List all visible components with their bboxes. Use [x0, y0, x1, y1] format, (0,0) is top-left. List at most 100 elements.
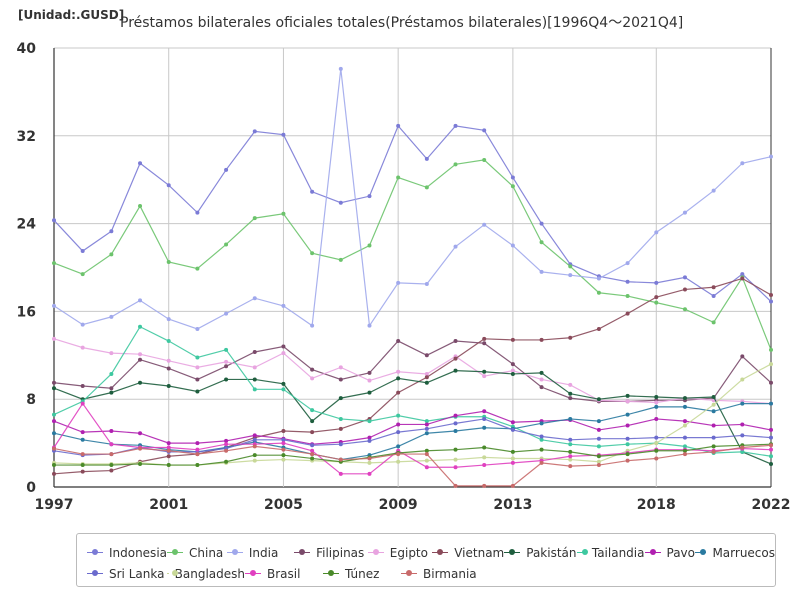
- series-birmania: [52, 443, 773, 488]
- data-point: [539, 447, 544, 452]
- data-point: [195, 389, 200, 394]
- data-point: [654, 448, 659, 453]
- series-line: [53, 325, 772, 457]
- legend-swatch-dot: [328, 569, 334, 576]
- legend-swatch-dot: [437, 548, 444, 555]
- data-point: [654, 456, 659, 461]
- data-point: [281, 381, 286, 386]
- data-point: [224, 311, 229, 316]
- data-point: [453, 413, 458, 418]
- data-point: [482, 455, 487, 460]
- data-point: [396, 369, 401, 374]
- data-point: [52, 412, 56, 417]
- series-line: [53, 338, 772, 405]
- data-point: [711, 285, 716, 290]
- data-point: [654, 416, 659, 421]
- data-point: [769, 380, 773, 385]
- data-point: [682, 452, 687, 457]
- data-point: [482, 222, 487, 227]
- legend-item: India: [226, 546, 294, 560]
- data-point: [252, 365, 257, 370]
- data-point: [568, 391, 573, 396]
- data-point: [109, 314, 114, 319]
- data-point: [52, 446, 56, 451]
- legend-swatch: [323, 569, 339, 576]
- data-point: [596, 436, 601, 441]
- data-point: [424, 452, 429, 457]
- data-point: [625, 458, 630, 463]
- data-point: [166, 366, 171, 371]
- legend-row: Sri Lanka Bangladesh Brasil Túnez Birmania: [87, 563, 775, 584]
- data-point: [682, 448, 687, 453]
- legend-label: Egipto: [389, 545, 428, 560]
- data-point: [424, 281, 429, 286]
- data-point: [424, 458, 429, 463]
- data-point: [109, 390, 114, 395]
- legend-swatch: [644, 548, 661, 555]
- data-point: [740, 276, 745, 281]
- data-point: [396, 452, 401, 457]
- legend-label: Tailandia: [591, 545, 645, 560]
- data-point: [310, 323, 315, 328]
- data-point: [625, 452, 630, 457]
- legend-swatch-dot: [700, 548, 706, 555]
- data-point: [224, 442, 229, 447]
- legend-swatch: [226, 548, 243, 555]
- data-point: [195, 355, 200, 360]
- data-point: [482, 336, 487, 341]
- legend-swatch-dot: [172, 569, 178, 576]
- data-point: [195, 210, 200, 215]
- data-point: [539, 460, 544, 465]
- data-point: [740, 401, 745, 406]
- y-tick-label: 40: [17, 41, 37, 57]
- data-point: [539, 377, 544, 382]
- data-point: [338, 396, 343, 401]
- data-point: [568, 442, 573, 447]
- data-point: [310, 448, 315, 453]
- data-point: [281, 387, 286, 392]
- data-point: [769, 154, 773, 159]
- data-point: [424, 353, 429, 358]
- data-point: [769, 299, 773, 304]
- data-point: [510, 427, 515, 432]
- series-egipto: [52, 336, 773, 406]
- x-tick-label: 2013: [493, 497, 532, 513]
- data-point: [138, 446, 143, 451]
- data-point: [80, 249, 85, 254]
- series-pavo: [52, 409, 773, 447]
- data-point: [367, 370, 372, 375]
- data-point: [80, 452, 85, 457]
- data-point: [740, 449, 745, 454]
- legend-label: Pavo: [666, 545, 696, 560]
- data-point: [195, 447, 200, 452]
- data-point: [769, 347, 773, 352]
- data-point: [568, 335, 573, 340]
- data-point: [138, 380, 143, 385]
- data-point: [510, 337, 515, 342]
- data-point: [453, 447, 458, 452]
- data-point: [396, 459, 401, 464]
- data-point: [568, 457, 573, 462]
- data-point: [482, 157, 487, 162]
- data-point: [338, 365, 343, 370]
- data-point: [482, 374, 487, 379]
- data-point: [596, 459, 601, 464]
- series-túnez: [52, 442, 773, 468]
- data-point: [510, 368, 515, 373]
- series-china: [52, 157, 773, 352]
- data-point: [252, 377, 257, 382]
- data-point: [310, 408, 315, 413]
- legend-item: Tailandia: [576, 545, 645, 560]
- data-point: [252, 387, 257, 392]
- data-point: [424, 426, 429, 431]
- data-point: [510, 184, 515, 189]
- data-point: [109, 463, 114, 468]
- legend-swatch: [167, 548, 183, 555]
- data-point: [654, 300, 659, 305]
- data-point: [396, 413, 401, 418]
- data-point: [682, 444, 687, 449]
- legend-swatch: [576, 548, 588, 555]
- y-tick-label: 8: [26, 392, 36, 408]
- data-point: [568, 464, 573, 469]
- data-point: [453, 457, 458, 462]
